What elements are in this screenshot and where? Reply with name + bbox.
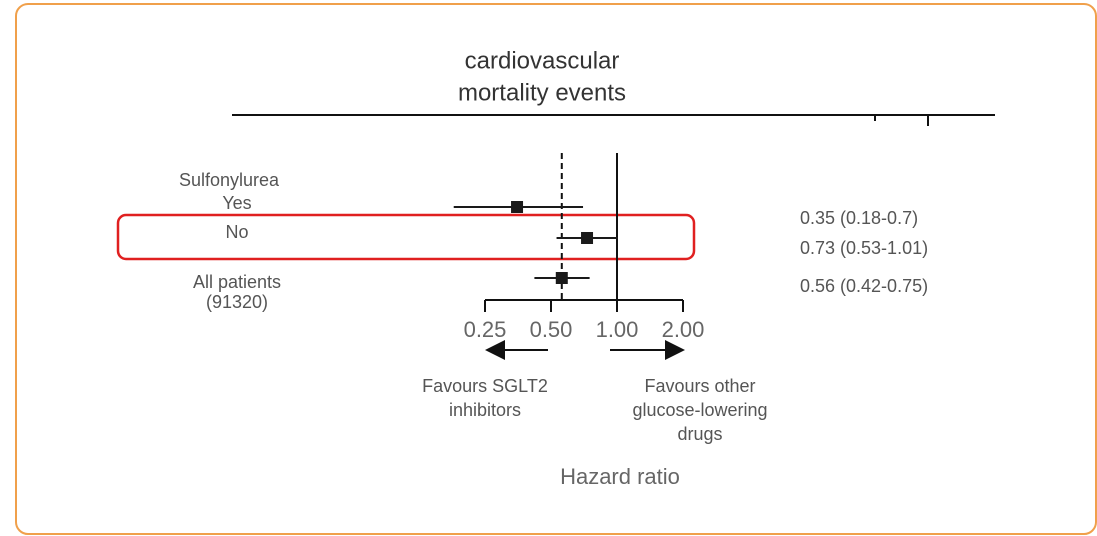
value-label: 0.73 (0.53-1.01)	[800, 238, 928, 258]
x-tick-label: 0.50	[530, 317, 573, 342]
chart-title: cardiovascular	[465, 47, 620, 74]
estimate-marker	[511, 201, 524, 213]
right-note: Favours other	[644, 376, 755, 396]
row-label: All patients	[193, 272, 281, 292]
x-tick-label: 1.00	[596, 317, 639, 342]
estimate-marker	[555, 272, 568, 284]
estimate-marker	[581, 232, 594, 244]
x-tick-label: 2.00	[662, 317, 705, 342]
value-label: 0.56 (0.42-0.75)	[800, 276, 928, 296]
row-label: (91320)	[206, 292, 268, 312]
row-label: Yes	[222, 193, 251, 213]
x-axis-label: Hazard ratio	[560, 464, 680, 489]
x-tick-label: 0.25	[464, 317, 507, 342]
chart-title: mortality events	[458, 79, 626, 106]
right-note: drugs	[677, 424, 722, 444]
left-note: inhibitors	[449, 400, 521, 420]
left-note: Favours SGLT2	[422, 376, 548, 396]
frame	[15, 3, 1097, 535]
highlight-box	[116, 213, 696, 261]
right-note: glucose-lowering	[632, 400, 767, 420]
group-label: Sulfonylurea	[179, 170, 280, 190]
value-label: 0.35 (0.18-0.7)	[800, 208, 918, 228]
row-label: No	[225, 222, 248, 242]
